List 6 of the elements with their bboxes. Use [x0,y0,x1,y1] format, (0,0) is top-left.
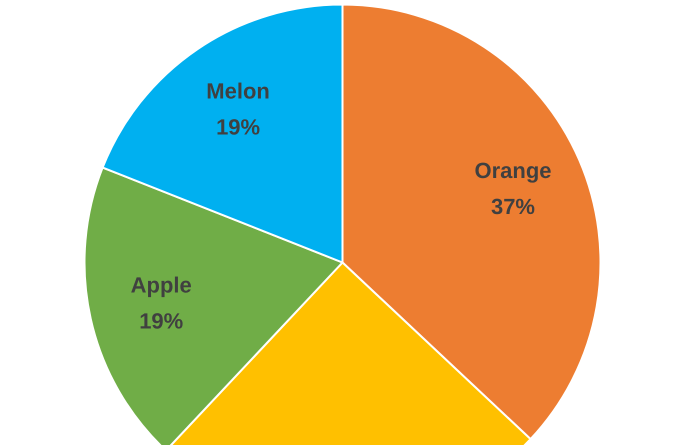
slice-label: Melon [206,78,270,104]
data-label: 37% [490,194,536,220]
slice-label: Apple [130,272,192,298]
slice-label: Orange [474,158,552,184]
data-label: 19% [139,308,184,334]
data-label: 19% [216,114,260,140]
